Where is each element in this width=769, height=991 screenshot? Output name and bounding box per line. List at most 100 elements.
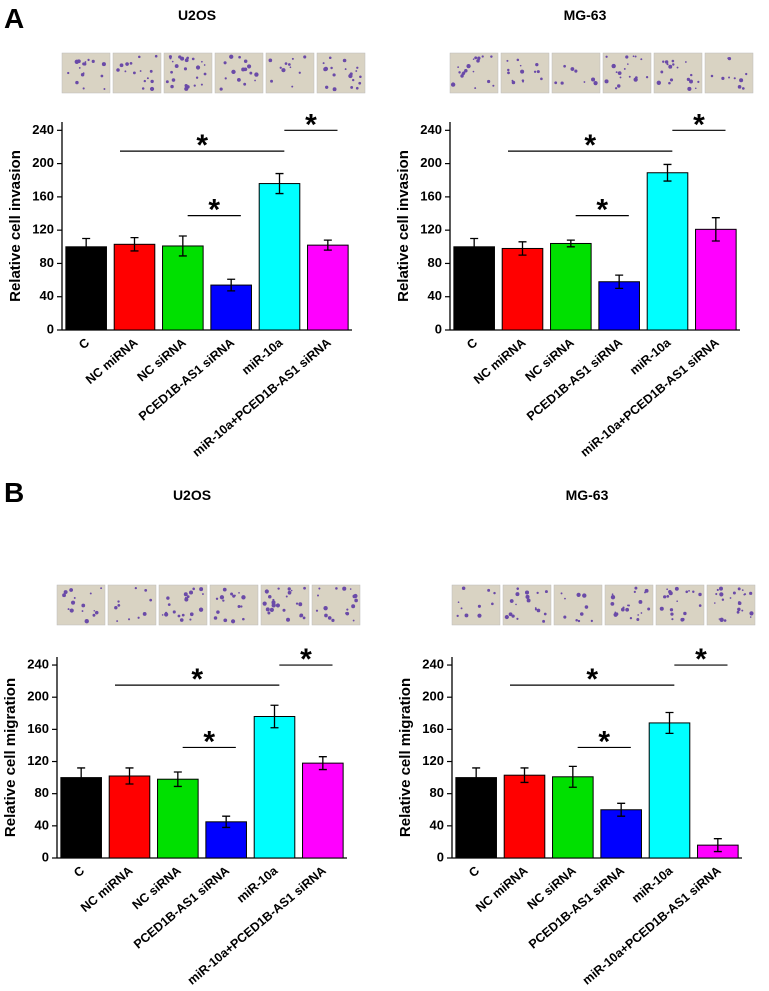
bar — [646, 172, 689, 331]
cell — [687, 86, 692, 91]
cell — [114, 605, 118, 610]
y-tick-label: 80 — [35, 785, 49, 800]
cell — [611, 593, 614, 596]
cell — [230, 619, 236, 624]
cell — [195, 76, 199, 79]
bar — [210, 284, 252, 331]
cell — [170, 70, 173, 74]
cell — [697, 80, 700, 83]
cell — [628, 75, 631, 78]
bar — [600, 809, 642, 859]
cell — [613, 612, 618, 617]
cell — [625, 607, 630, 612]
cell — [637, 614, 639, 616]
significance-star: * — [203, 725, 215, 758]
chart-title: U2OS — [173, 487, 211, 503]
cell — [563, 615, 567, 619]
y-tick-label: 0 — [435, 321, 442, 336]
cell — [584, 605, 589, 609]
cell — [492, 84, 495, 87]
cell — [174, 64, 179, 68]
x-tick-label: NC miRNA — [473, 864, 530, 915]
cell — [295, 602, 299, 605]
x-tick-label: NC miRNA — [78, 864, 135, 915]
bar — [157, 778, 199, 859]
cell — [741, 87, 745, 90]
significance-star: * — [598, 725, 610, 758]
cell — [132, 71, 136, 75]
cell — [201, 593, 204, 596]
cell — [719, 617, 724, 622]
micrograph — [214, 52, 264, 94]
cell — [461, 586, 466, 590]
cell — [335, 587, 338, 590]
cell — [269, 607, 274, 612]
cell — [69, 608, 74, 613]
cell — [355, 86, 359, 90]
cell — [67, 71, 70, 75]
cell — [100, 587, 103, 590]
cell — [508, 612, 513, 617]
cell — [633, 77, 638, 82]
cell — [203, 64, 206, 66]
cell — [670, 612, 674, 616]
error-bar — [270, 704, 279, 729]
cell — [154, 54, 158, 58]
cell — [749, 591, 753, 595]
error-bar — [615, 274, 624, 290]
cell — [610, 594, 616, 600]
cell — [332, 73, 336, 77]
cell — [358, 81, 362, 85]
error-bar — [520, 767, 529, 784]
cell — [509, 599, 514, 603]
y-axis-label: Relative cell migration — [397, 678, 414, 837]
cell — [233, 594, 236, 597]
cell — [125, 62, 129, 66]
cell — [193, 84, 196, 87]
error-bar — [227, 278, 236, 292]
cell — [298, 71, 301, 74]
cell — [82, 87, 85, 90]
cell — [450, 82, 456, 87]
cell — [203, 72, 207, 76]
bar — [113, 243, 156, 331]
cell — [519, 64, 522, 67]
cell — [143, 79, 146, 83]
cell — [222, 587, 227, 592]
error-bar — [82, 237, 91, 256]
cell — [247, 64, 252, 69]
cell — [666, 63, 669, 66]
cell — [633, 590, 636, 594]
cell — [189, 590, 194, 595]
y-tick-label: 240 — [32, 122, 54, 137]
cell — [472, 58, 475, 60]
cell — [464, 613, 469, 618]
cell — [331, 618, 335, 622]
cell — [231, 69, 236, 75]
cell — [199, 587, 204, 592]
cell — [279, 66, 282, 69]
micrograph — [655, 584, 705, 626]
cell — [620, 607, 625, 612]
y-tick-label: 200 — [27, 689, 49, 704]
cell — [78, 66, 81, 69]
cell — [570, 67, 575, 71]
cell — [342, 586, 347, 591]
cell — [666, 594, 670, 598]
cell — [516, 58, 520, 62]
cell — [352, 594, 357, 599]
cell — [698, 592, 702, 597]
cell — [640, 58, 643, 61]
cell — [87, 58, 90, 62]
cell — [533, 70, 537, 73]
cell — [303, 55, 307, 59]
cell — [481, 55, 484, 58]
cell — [662, 60, 665, 63]
cell — [493, 591, 496, 595]
cell — [322, 62, 325, 65]
micrograph — [61, 52, 111, 94]
cell — [477, 613, 482, 618]
cell — [81, 603, 86, 608]
y-tick-label: 40 — [430, 817, 444, 832]
cell — [466, 64, 471, 69]
